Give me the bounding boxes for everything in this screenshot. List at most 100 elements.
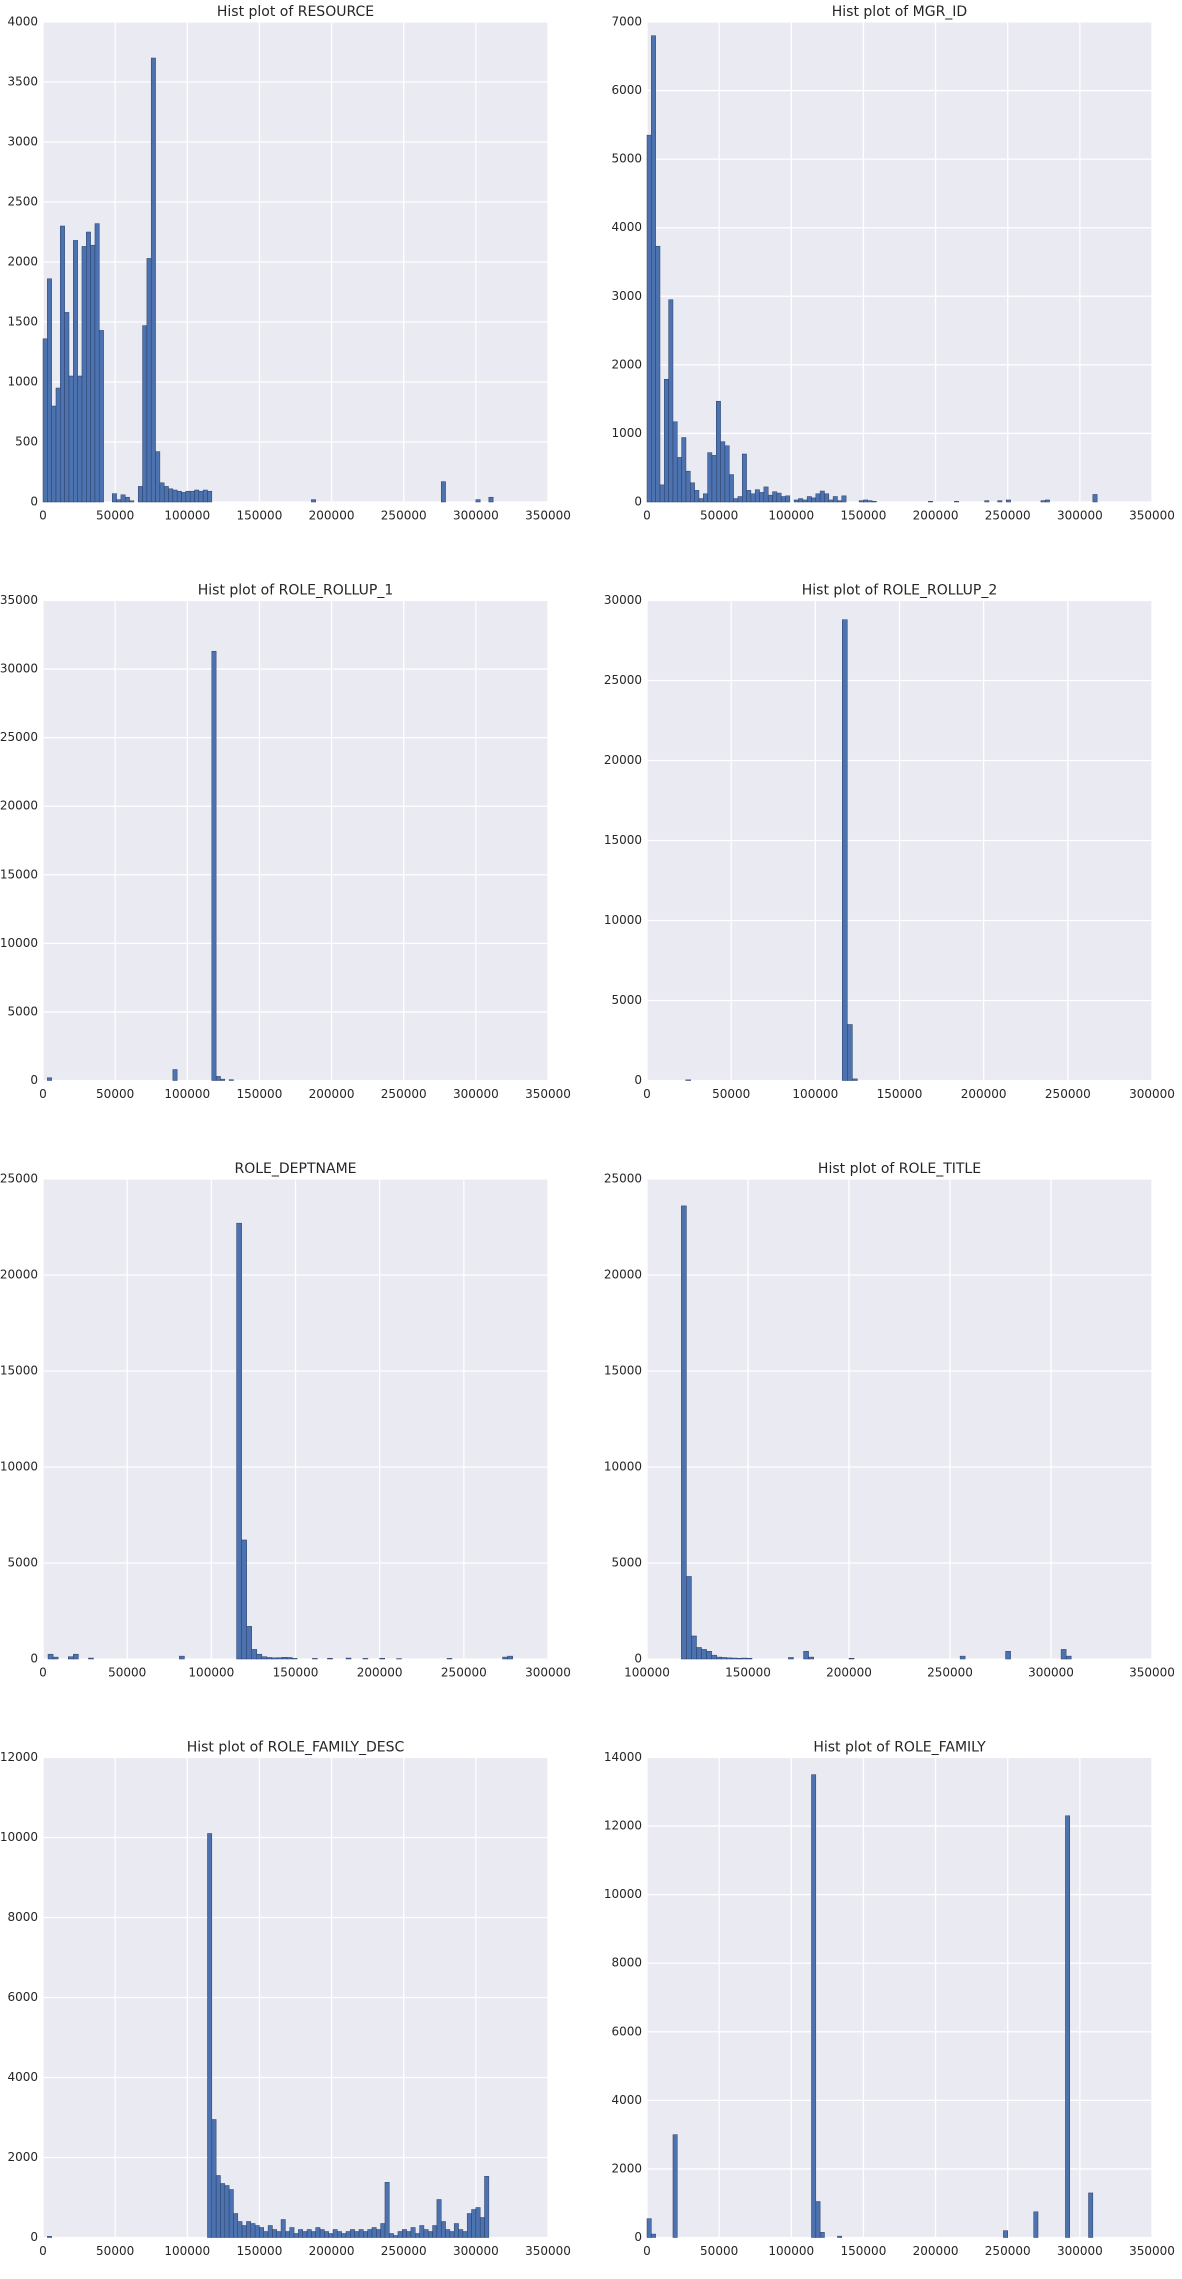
x-tick-label: 150000 <box>841 509 887 523</box>
x-tick-label: 300000 <box>453 509 499 523</box>
bar <box>712 1655 717 1659</box>
bar <box>359 2230 363 2238</box>
x-tick-label: 0 <box>643 1087 651 1101</box>
x-tick-label: 100000 <box>164 2244 210 2258</box>
bar <box>799 499 803 502</box>
x-tick-label: 150000 <box>237 2244 283 2258</box>
y-tick-label: 14000 <box>604 1750 642 1764</box>
bar <box>669 300 673 502</box>
bar <box>385 2182 389 2237</box>
bar <box>450 2232 454 2238</box>
y-tick-label: 5000 <box>7 1556 38 1570</box>
bar <box>220 1079 224 1080</box>
bar <box>311 500 315 502</box>
bar <box>664 379 668 502</box>
x-tick-label: 300000 <box>525 1666 571 1680</box>
bar <box>78 376 82 502</box>
bar <box>467 2214 471 2238</box>
bar <box>73 240 77 502</box>
x-tick-label: 100000 <box>792 1087 838 1101</box>
y-tick-label: 0 <box>30 1073 38 1087</box>
bar <box>768 495 772 502</box>
bar <box>229 1080 233 1081</box>
x-tick-label: 50000 <box>96 509 134 523</box>
y-tick-label: 5000 <box>7 1004 38 1018</box>
x-tick-label: 0 <box>643 2244 651 2258</box>
x-tick-label: 50000 <box>700 509 738 523</box>
bar <box>472 2210 476 2238</box>
bar <box>363 1658 368 1659</box>
bar <box>346 2232 350 2238</box>
x-tick-label: 150000 <box>237 509 283 523</box>
x-tick-label: 350000 <box>525 2244 571 2258</box>
bar <box>681 1206 686 1659</box>
bar <box>272 2230 276 2238</box>
bar <box>303 2232 307 2238</box>
bar <box>677 457 681 502</box>
bar <box>173 490 177 502</box>
bar <box>1003 2231 1007 2238</box>
bar <box>696 1647 701 1659</box>
bar <box>703 494 707 502</box>
y-tick-label: 1500 <box>7 315 38 329</box>
x-tick-label: 200000 <box>961 1087 1007 1101</box>
x-tick-label: 0 <box>39 1666 47 1680</box>
bar <box>320 2230 324 2238</box>
bar <box>95 224 99 502</box>
bar <box>247 1626 252 1659</box>
bar <box>246 2222 250 2238</box>
bar <box>747 1658 752 1659</box>
bar <box>272 1658 277 1659</box>
bar <box>1093 494 1097 502</box>
x-tick-label: 350000 <box>525 1087 571 1101</box>
bar <box>847 1025 852 1081</box>
bar <box>212 2120 216 2238</box>
bar <box>441 482 445 502</box>
bar <box>742 1658 747 1659</box>
y-tick-label: 0 <box>634 495 642 509</box>
x-tick-label: 50000 <box>700 2244 738 2258</box>
bar <box>173 1070 177 1081</box>
bar <box>960 1656 965 1659</box>
bar <box>428 2232 432 2238</box>
y-tick-label: 12000 <box>0 1750 38 1764</box>
x-tick-label: 0 <box>39 509 47 523</box>
bar <box>788 1657 793 1659</box>
bar <box>716 401 720 502</box>
y-tick-label: 20000 <box>0 799 38 813</box>
y-tick-label: 12000 <box>604 1819 642 1833</box>
bar <box>290 2228 294 2238</box>
bar <box>807 497 811 502</box>
x-tick-label: 350000 <box>525 509 571 523</box>
bar <box>837 501 841 502</box>
bar <box>1034 2212 1038 2238</box>
bar <box>212 651 216 1080</box>
y-tick-label: 20000 <box>604 1268 642 1282</box>
bar <box>424 2230 428 2238</box>
bar <box>411 2228 415 2238</box>
bar <box>737 1658 742 1659</box>
bar <box>407 2232 411 2238</box>
y-tick-label: 2000 <box>611 2161 642 2175</box>
bar <box>734 499 738 502</box>
bar <box>381 2224 385 2238</box>
bar <box>53 1657 58 1659</box>
chart-title: Hist plot of ROLE_FAMILY_DESC <box>187 1740 405 1756</box>
bar <box>316 2228 320 2238</box>
bar <box>350 2230 354 2238</box>
y-tick-label: 2000 <box>7 255 38 269</box>
bar <box>699 499 703 502</box>
bar <box>88 1658 93 1659</box>
bar <box>446 2230 450 2238</box>
y-tick-label: 10000 <box>604 913 642 927</box>
bar <box>48 1654 53 1659</box>
x-tick-label: 250000 <box>381 509 427 523</box>
bar <box>441 2222 445 2238</box>
y-tick-label: 25000 <box>604 1172 642 1186</box>
bar <box>794 500 798 502</box>
bar <box>91 245 95 502</box>
bar <box>292 1658 297 1659</box>
x-tick-label: 150000 <box>841 2244 887 2258</box>
